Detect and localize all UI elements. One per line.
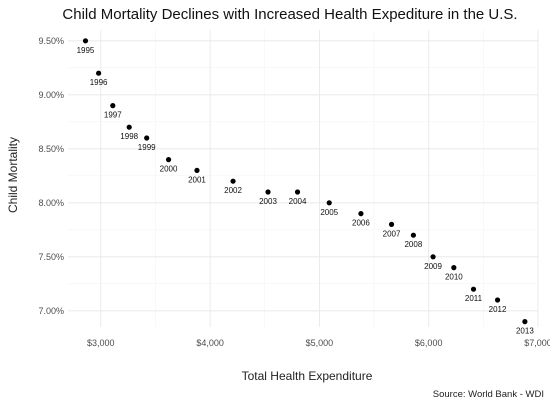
data-points — [82, 38, 528, 325]
source-caption: Source: World Bank - WDI — [433, 389, 544, 400]
x-tick-label: $5,000 — [306, 338, 334, 348]
data-point — [294, 189, 301, 195]
point-label: 2003 — [259, 197, 277, 206]
grid-lines — [68, 30, 539, 327]
data-point — [326, 200, 332, 206]
y-tick-label: 8.50% — [38, 144, 64, 154]
chart-title: Child Mortality Declines with Increased … — [62, 6, 517, 23]
data-point — [410, 232, 416, 238]
point-label: 2009 — [424, 262, 442, 271]
y-axis-ticks: 7.00% 7.50% 8.00% 8.50% 9.00% 9.50% — [38, 36, 64, 316]
x-tick-label: $7,000 — [524, 338, 550, 348]
y-tick-label: 9.50% — [38, 36, 64, 46]
data-point — [388, 221, 395, 227]
x-tick-label: $6,000 — [415, 338, 443, 348]
data-point — [110, 103, 116, 109]
x-axis-ticks: $3,000 $4,000 $5,000 $6,000 $7,000 — [87, 338, 550, 348]
y-tick-label: 7.50% — [38, 252, 64, 262]
x-axis-title: Total Health Expenditure — [242, 369, 373, 383]
point-label: 2002 — [224, 186, 242, 195]
point-label: 1996 — [90, 78, 108, 87]
point-label: 1998 — [120, 132, 138, 141]
y-axis-title: Child Mortality — [6, 137, 20, 213]
point-label: 2001 — [188, 175, 206, 184]
data-point — [451, 265, 457, 271]
data-point — [194, 167, 200, 173]
data-point — [96, 70, 102, 76]
y-tick-label: 8.00% — [38, 198, 64, 208]
data-point — [126, 124, 132, 130]
data-point — [82, 38, 89, 44]
data-point — [358, 211, 364, 217]
y-tick-label: 9.00% — [38, 90, 64, 100]
data-point — [144, 135, 150, 141]
point-label: 2007 — [383, 229, 401, 238]
data-point — [522, 319, 528, 325]
point-label: 1999 — [138, 143, 156, 152]
data-point — [470, 286, 477, 292]
data-point — [430, 254, 436, 260]
point-label: 2008 — [404, 240, 422, 249]
point-label: 2000 — [160, 165, 178, 174]
point-label: 2011 — [465, 294, 483, 303]
point-label: 1995 — [77, 46, 95, 55]
point-label: 2013 — [516, 327, 534, 336]
point-label: 2006 — [352, 219, 370, 228]
y-tick-label: 7.00% — [38, 306, 64, 316]
data-point — [165, 157, 172, 163]
data-point — [265, 189, 271, 195]
point-label: 2005 — [320, 208, 338, 217]
point-label: 2012 — [489, 305, 507, 314]
point-label: 2004 — [289, 197, 307, 206]
point-label: 1997 — [104, 111, 122, 120]
x-tick-label: $4,000 — [196, 338, 224, 348]
x-tick-label: $3,000 — [87, 338, 115, 348]
data-point — [494, 297, 501, 303]
data-point — [230, 178, 236, 184]
point-label: 2010 — [445, 273, 463, 282]
